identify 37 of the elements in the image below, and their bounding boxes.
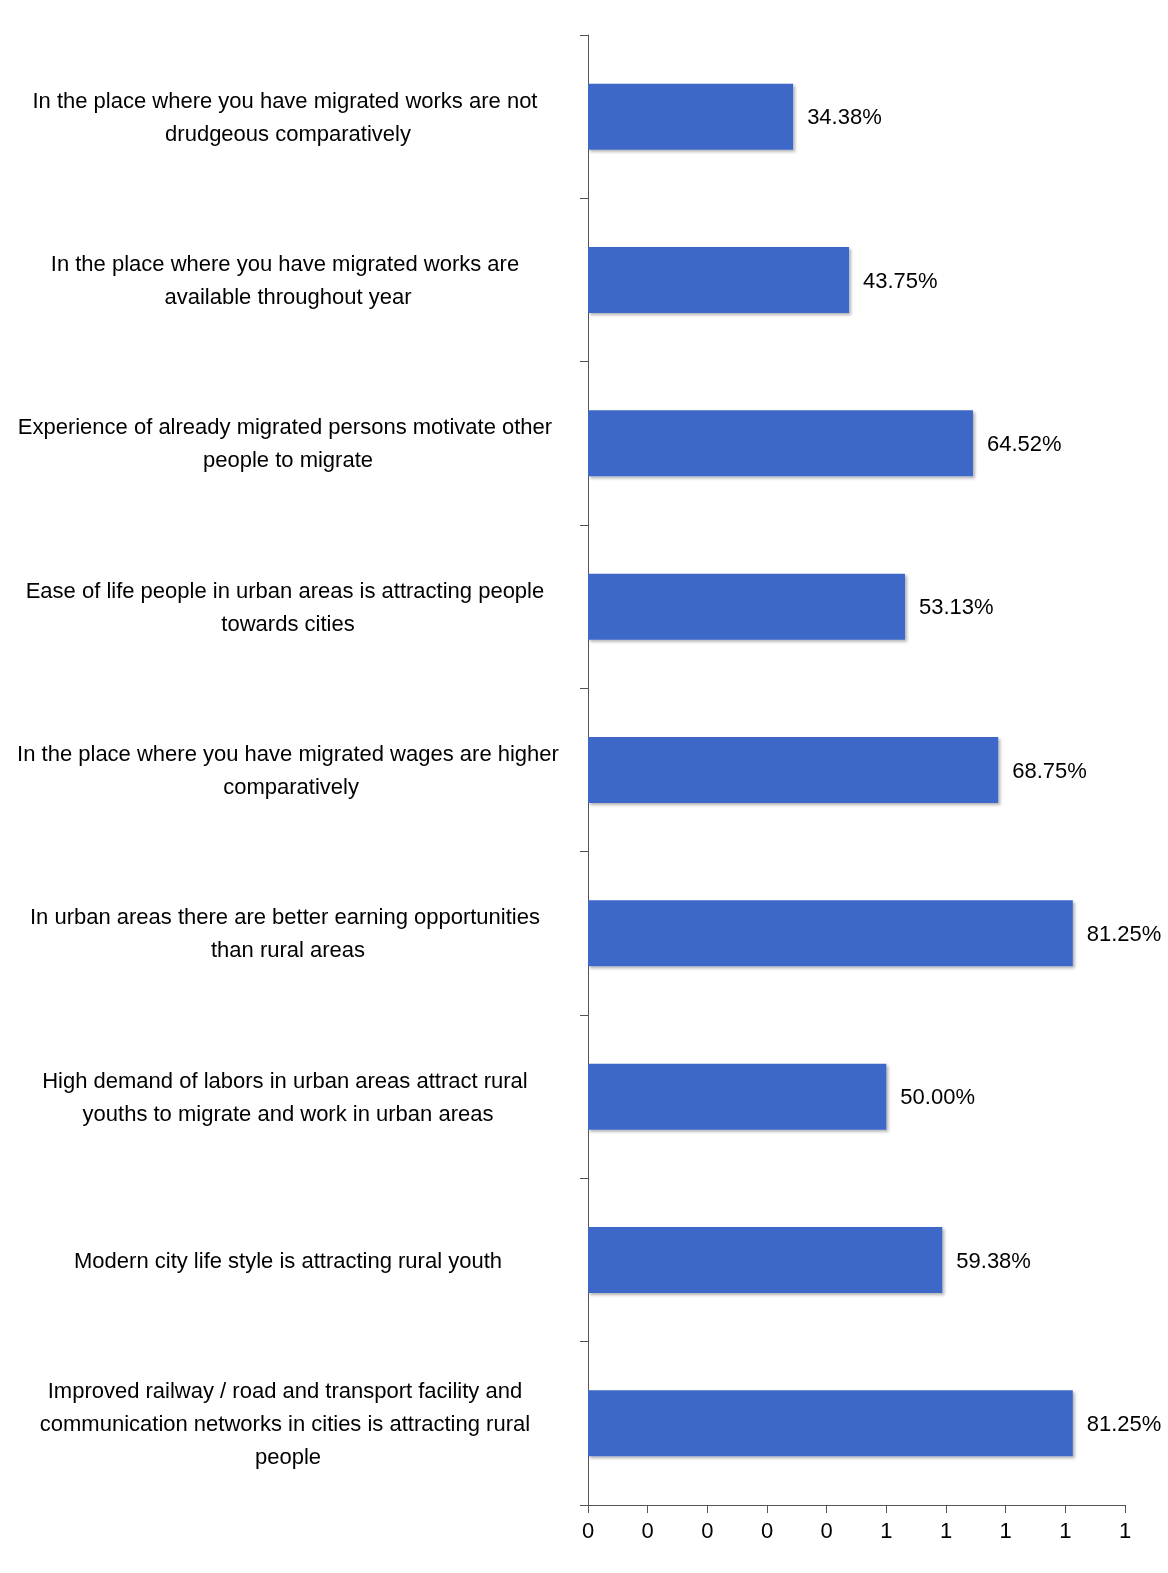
x-tick-label: 1 [939, 1517, 953, 1543]
y-tick-label: In urban areas there are better earning opportunities than rural areas [29, 904, 547, 963]
y-tick-label: Experience of already migrated persons motivate other people to migrate [17, 414, 559, 473]
bar [588, 1390, 1073, 1457]
data-label: 43.75% [863, 267, 938, 293]
bar [588, 410, 973, 477]
y-tick-label: Modern city life style is attracting rural youth [74, 1247, 502, 1273]
data-label: 81.25% [1086, 1410, 1162, 1436]
data-label: 68.75% [1012, 757, 1087, 783]
data-label: 64.52% [986, 430, 1062, 456]
y-tick-label: Ease of life people in urban areas is attracting people towards cities [25, 577, 551, 636]
bar [588, 247, 850, 313]
x-tick-label: 1 [1118, 1517, 1132, 1543]
bar [588, 900, 1073, 967]
data-label: 81.25% [1086, 920, 1162, 946]
x-tick-label: 1 [999, 1517, 1012, 1543]
x-tick-label: 1 [1059, 1517, 1072, 1543]
data-label: 53.13% [919, 594, 994, 620]
x-tick-label: 1 [880, 1517, 893, 1543]
bar [588, 737, 999, 803]
x-tick-label: 0 [820, 1517, 833, 1543]
x-tick-label: 0 [581, 1517, 595, 1543]
data-label: 59.38% [956, 1247, 1031, 1273]
y-tick-label: Improved railway / road and transport facility and communication networks in cities is attracting rural people [39, 1377, 537, 1469]
y-tick-label: High demand of labors in urban areas attract rural youths to migrate and work in urban areas [42, 1067, 534, 1126]
y-tick-label: In the place where you have migrated wages are higher comparatively [17, 741, 559, 799]
x-tick-label: 0 [701, 1517, 714, 1543]
bar [588, 1063, 887, 1130]
y-tick-label: In the place where you have migrated works are available throughout year [50, 251, 526, 309]
y-tick-label: In the place where you have migrated works are not drudgeous comparatively [32, 87, 544, 146]
x-tick-label: 0 [760, 1517, 774, 1543]
x-tick-label: 0 [641, 1517, 654, 1543]
data-label: 34.38% [807, 104, 882, 130]
bar [588, 83, 794, 150]
bar [588, 573, 906, 640]
data-label: 50.00% [900, 1084, 975, 1110]
bar [588, 1227, 943, 1293]
